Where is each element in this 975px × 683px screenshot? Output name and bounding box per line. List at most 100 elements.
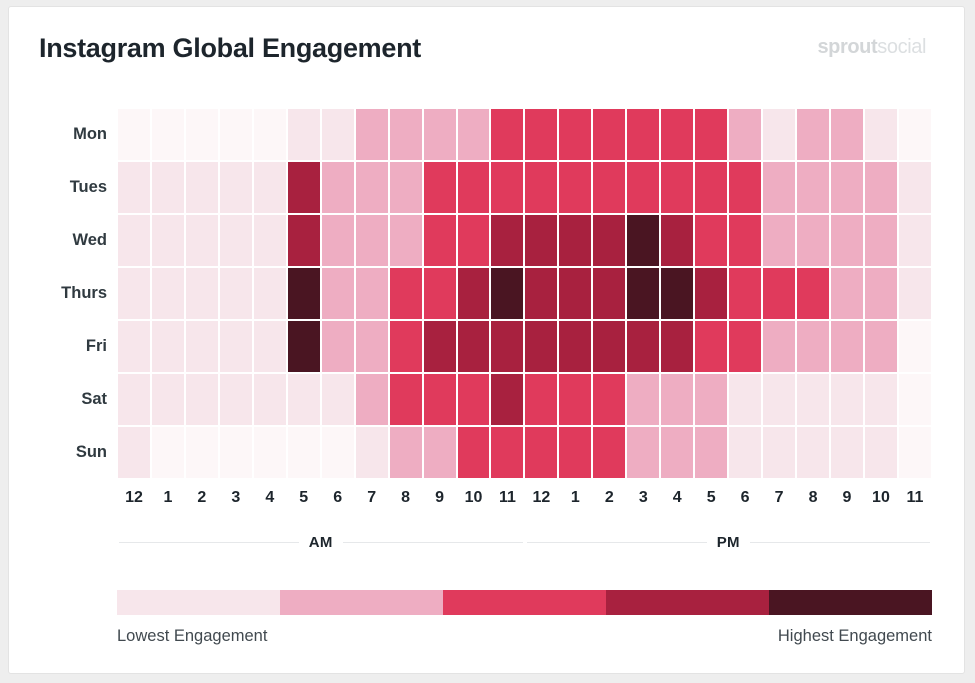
heatmap-cell[interactable] — [354, 108, 389, 161]
heatmap-cell[interactable] — [422, 373, 457, 426]
heatmap-cell[interactable] — [592, 161, 627, 214]
heatmap-cell[interactable] — [863, 320, 898, 373]
heatmap-cell[interactable] — [456, 373, 491, 426]
heatmap-cell[interactable] — [592, 214, 627, 267]
heatmap-cell[interactable] — [863, 426, 898, 479]
heatmap-cell[interactable] — [524, 320, 559, 373]
heatmap-cell[interactable] — [830, 373, 864, 426]
heatmap-cell[interactable] — [388, 320, 423, 373]
heatmap-cell[interactable] — [252, 373, 287, 426]
heatmap-cell[interactable] — [694, 267, 729, 320]
heatmap-cell[interactable] — [422, 108, 457, 161]
heatmap-cell[interactable] — [252, 320, 287, 373]
heatmap-cell[interactable] — [660, 108, 695, 161]
heatmap-cell[interactable] — [796, 214, 831, 267]
heatmap-cell[interactable] — [422, 214, 457, 267]
heatmap-cell[interactable] — [388, 373, 423, 426]
heatmap-cell[interactable] — [184, 320, 219, 373]
heatmap-cell[interactable] — [218, 161, 253, 214]
heatmap-cell[interactable] — [354, 426, 389, 479]
heatmap-cell[interactable] — [456, 108, 491, 161]
heatmap-cell[interactable] — [796, 108, 831, 161]
heatmap-cell[interactable] — [388, 108, 423, 161]
heatmap-cell[interactable] — [320, 214, 355, 267]
heatmap-cell[interactable] — [490, 426, 525, 479]
heatmap-cell[interactable] — [694, 426, 729, 479]
heatmap-cell[interactable] — [184, 373, 219, 426]
heatmap-cell[interactable] — [592, 426, 627, 479]
heatmap-cell[interactable] — [456, 214, 491, 267]
heatmap-cell[interactable] — [354, 373, 389, 426]
heatmap-cell[interactable] — [694, 320, 729, 373]
heatmap-cell[interactable] — [762, 214, 797, 267]
heatmap-cell[interactable] — [830, 214, 864, 267]
heatmap-cell[interactable] — [660, 320, 695, 373]
heatmap-cell[interactable] — [320, 426, 355, 479]
heatmap-cell[interactable] — [830, 108, 864, 161]
heatmap-cell[interactable] — [796, 267, 831, 320]
heatmap-cell[interactable] — [354, 161, 389, 214]
heatmap-cell[interactable] — [558, 108, 593, 161]
heatmap-cell[interactable] — [592, 267, 627, 320]
heatmap-cell[interactable] — [863, 373, 898, 426]
heatmap-cell[interactable] — [286, 267, 321, 320]
heatmap-cell[interactable] — [252, 267, 287, 320]
heatmap-cell[interactable] — [762, 267, 797, 320]
heatmap-cell[interactable] — [592, 108, 627, 161]
heatmap-cell[interactable] — [524, 267, 559, 320]
heatmap-cell[interactable] — [150, 373, 185, 426]
heatmap-cell[interactable] — [524, 426, 559, 479]
heatmap-cell[interactable] — [762, 108, 797, 161]
heatmap-cell[interactable] — [218, 214, 253, 267]
heatmap-cell[interactable] — [150, 426, 185, 479]
heatmap-cell[interactable] — [184, 108, 219, 161]
heatmap-cell[interactable] — [626, 320, 661, 373]
heatmap-cell[interactable] — [728, 267, 763, 320]
heatmap-cell[interactable] — [524, 108, 559, 161]
heatmap-cell[interactable] — [117, 161, 151, 214]
heatmap-cell[interactable] — [830, 267, 864, 320]
heatmap-cell[interactable] — [660, 267, 695, 320]
heatmap-cell[interactable] — [150, 108, 185, 161]
heatmap-cell[interactable] — [218, 320, 253, 373]
heatmap-cell[interactable] — [218, 108, 253, 161]
heatmap-cell[interactable] — [796, 373, 831, 426]
heatmap-cell[interactable] — [863, 267, 898, 320]
heatmap-cell[interactable] — [728, 108, 763, 161]
heatmap-cell[interactable] — [897, 267, 932, 320]
heatmap-cell[interactable] — [218, 426, 253, 479]
heatmap-cell[interactable] — [863, 214, 898, 267]
heatmap-cell[interactable] — [897, 373, 932, 426]
heatmap-cell[interactable] — [388, 426, 423, 479]
heatmap-cell[interactable] — [286, 214, 321, 267]
heatmap-cell[interactable] — [660, 373, 695, 426]
heatmap-cell[interactable] — [490, 373, 525, 426]
heatmap-cell[interactable] — [354, 320, 389, 373]
heatmap-cell[interactable] — [490, 267, 525, 320]
heatmap-cell[interactable] — [762, 373, 797, 426]
heatmap-cell[interactable] — [286, 108, 321, 161]
heatmap-cell[interactable] — [320, 320, 355, 373]
heatmap-cell[interactable] — [184, 267, 219, 320]
heatmap-cell[interactable] — [728, 320, 763, 373]
heatmap-cell[interactable] — [388, 214, 423, 267]
heatmap-cell[interactable] — [422, 267, 457, 320]
heatmap-cell[interactable] — [286, 320, 321, 373]
heatmap-cell[interactable] — [320, 373, 355, 426]
heatmap-cell[interactable] — [863, 161, 898, 214]
heatmap-cell[interactable] — [422, 320, 457, 373]
heatmap-cell[interactable] — [626, 267, 661, 320]
heatmap-cell[interactable] — [728, 426, 763, 479]
heatmap-cell[interactable] — [694, 214, 729, 267]
heatmap-cell[interactable] — [490, 161, 525, 214]
heatmap-cell[interactable] — [320, 108, 355, 161]
heatmap-cell[interactable] — [388, 267, 423, 320]
heatmap-cell[interactable] — [150, 320, 185, 373]
heatmap-cell[interactable] — [796, 320, 831, 373]
heatmap-cell[interactable] — [286, 426, 321, 479]
heatmap-cell[interactable] — [762, 161, 797, 214]
heatmap-cell[interactable] — [592, 320, 627, 373]
heatmap-cell[interactable] — [830, 161, 864, 214]
heatmap-cell[interactable] — [286, 373, 321, 426]
heatmap-cell[interactable] — [252, 161, 287, 214]
